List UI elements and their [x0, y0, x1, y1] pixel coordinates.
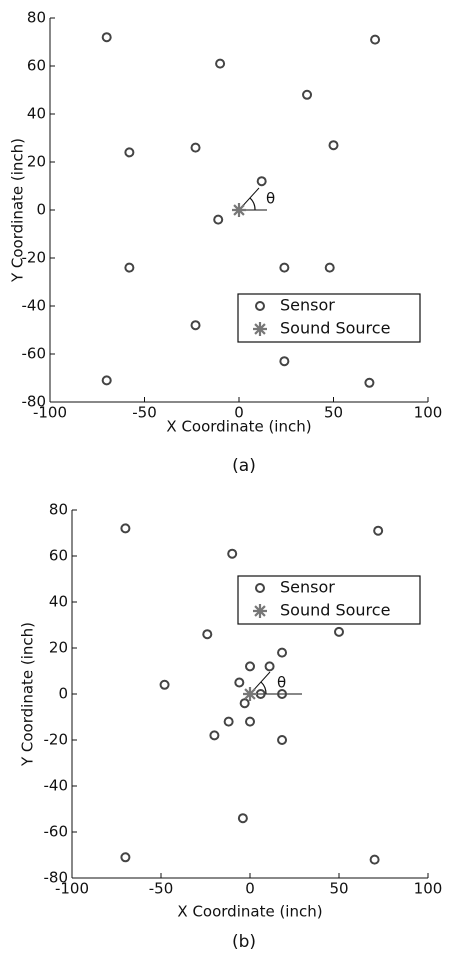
- sensor-point: [328, 140, 339, 151]
- x-tick-label: 50: [324, 404, 343, 422]
- x-tick-label: -100: [33, 404, 67, 422]
- sensor-point: [101, 375, 112, 386]
- sensor-point: [302, 89, 313, 100]
- sensor-point: [124, 262, 135, 273]
- x-tick-label: 100: [414, 404, 443, 422]
- caption: (b): [232, 932, 256, 952]
- y-tick-label: 80: [27, 9, 46, 27]
- sensor-point: [364, 377, 375, 388]
- x-tick-label: 0: [245, 880, 255, 898]
- sensor-point: [277, 735, 288, 745]
- sensor-point: [277, 689, 288, 699]
- sensor-point: [159, 679, 170, 690]
- sensor-point: [227, 548, 238, 559]
- y-axis-label: Y Coordinate (inch): [19, 622, 37, 767]
- legend-label: Sound Source: [280, 601, 390, 620]
- x-tick-label: -100: [55, 880, 89, 898]
- y-tick-label: -60: [22, 345, 47, 363]
- y-tick-label: 60: [49, 547, 68, 565]
- sensor-point: [124, 147, 135, 158]
- sensor-point: [213, 214, 224, 225]
- y-tick-label: 40: [49, 593, 68, 611]
- sensor-point: [202, 629, 213, 640]
- caption: (a): [232, 456, 256, 476]
- y-tick-label: -40: [22, 297, 47, 315]
- sensor-point: [120, 852, 131, 863]
- y-tick-label: -80: [22, 393, 47, 411]
- sensor-point: [264, 661, 275, 672]
- sensor-point: [369, 854, 380, 865]
- source-point: [243, 687, 257, 701]
- y-tick-label: 20: [49, 639, 68, 657]
- sensor-point: [324, 262, 335, 273]
- sensor-point: [215, 58, 226, 69]
- x-tick-label: 0: [234, 404, 244, 422]
- angle-arc: [249, 197, 256, 211]
- x-tick-label: 100: [414, 880, 443, 898]
- y-tick-label: 20: [27, 153, 46, 171]
- sensor-point: [190, 320, 201, 331]
- angle-arc: [260, 681, 267, 695]
- legend-marker: [253, 604, 267, 618]
- y-tick-label: 60: [27, 57, 46, 75]
- y-tick-label: -20: [44, 731, 69, 749]
- sensor-point: [277, 647, 288, 658]
- sensor-point: [245, 661, 255, 672]
- y-tick-label: 0: [36, 201, 46, 219]
- y-tick-label: 40: [27, 105, 46, 123]
- sensor-point: [223, 716, 234, 727]
- y-tick-label: 0: [58, 685, 68, 703]
- source-point: [232, 203, 246, 217]
- sensor-point: [101, 32, 112, 43]
- x-tick-label: -50: [132, 404, 157, 422]
- sensor-point: [370, 34, 381, 45]
- legend-box: [237, 293, 421, 343]
- legend-box: [237, 575, 421, 625]
- angle-label: θ: [266, 190, 275, 208]
- y-tick-label: 80: [49, 501, 68, 519]
- angle-label: θ: [277, 674, 286, 692]
- sensor-point: [279, 262, 290, 273]
- legend-marker: [253, 322, 267, 336]
- y-tick-label: -40: [44, 777, 69, 795]
- y-tick-label: -20: [22, 249, 47, 267]
- sensor-point: [239, 698, 250, 709]
- sensor-point: [237, 813, 248, 824]
- sensor-point: [373, 525, 384, 536]
- legend-marker: [255, 583, 265, 593]
- sensor-point: [209, 730, 220, 741]
- legend-label: Sensor: [280, 578, 335, 597]
- sensor-point: [256, 176, 267, 187]
- sensor-point: [234, 677, 245, 688]
- x-axis-label: X Coordinate (inch): [177, 903, 322, 921]
- legend-label: Sensor: [280, 296, 335, 315]
- sensor-point: [279, 356, 290, 367]
- legend-marker: [255, 301, 265, 311]
- y-tick-label: -80: [44, 869, 69, 887]
- x-axis-label: X Coordinate (inch): [166, 418, 311, 436]
- x-tick-label: -50: [149, 880, 174, 898]
- legend-label: Sound Source: [280, 319, 390, 338]
- sensor-point: [334, 626, 344, 637]
- y-tick-label: -60: [44, 823, 69, 841]
- sensor-point: [245, 716, 255, 727]
- y-axis-label: Y Coordinate (inch): [9, 138, 27, 283]
- sensor-point: [120, 523, 131, 534]
- x-tick-label: 50: [329, 880, 348, 898]
- sensor-point: [190, 142, 201, 153]
